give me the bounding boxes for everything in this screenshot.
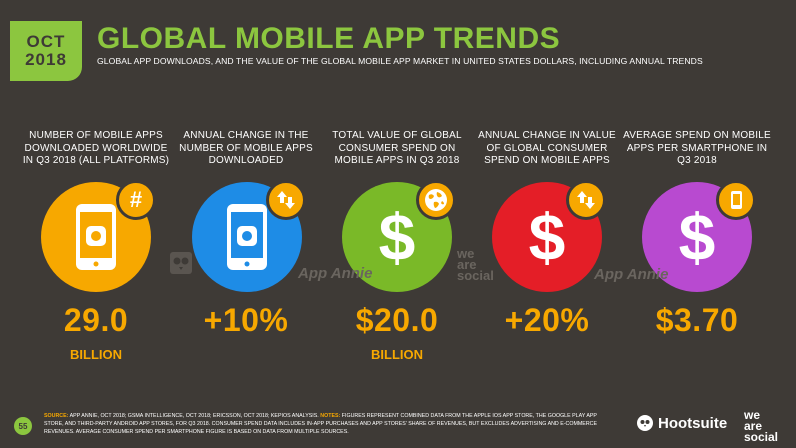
arrows-badge (566, 180, 606, 220)
stat-label: NUMBER OF MOBILE APPS DOWNLOADED WORLDWI… (22, 130, 170, 166)
date-month: OCT (26, 32, 66, 52)
hash-icon: # (129, 187, 143, 212)
svg-text:$: $ (529, 200, 566, 274)
hootsuite-logo: Hootsuite (636, 414, 727, 432)
spend-change-circle: $ (492, 182, 602, 292)
stat-label-spend: TOTAL VALUE OF GLOBAL CONSUMER SPEND ON … (322, 130, 472, 170)
stat-label: ANNUAL CHANGE IN VALUE OF GLOBAL CONSUME… (478, 130, 616, 166)
hootsuite-label: Hootsuite (658, 414, 728, 432)
stat-value-per-phone: $3.70 (655, 302, 739, 338)
footer-notes: SOURCE: APP ANNIE, OCT 2018; GSMA INTELL… (44, 412, 614, 436)
stat-unit-downloads: BILLION (70, 347, 122, 362)
owl-watermark-icon (170, 252, 192, 274)
notes-text: FIGURES REPRESENT COMBINED DATA FROM THE… (44, 413, 598, 435)
up-down-arrows-icon (277, 191, 295, 209)
stat-label-downloads: NUMBER OF MOBILE APPS DOWNLOADED WORLDWI… (21, 130, 171, 170)
globe-icon (425, 189, 447, 211)
we-label: we (744, 408, 761, 422)
hootsuite-owl-icon (637, 415, 653, 431)
page-title: GLOBAL MOBILE APP TRENDS (97, 22, 561, 55)
stat-value-downloads-change: +10% (203, 302, 289, 338)
stat-label: TOTAL VALUE OF GLOBAL CONSUMER SPEND ON … (332, 130, 462, 166)
smartphone-app-icon (227, 204, 267, 270)
source-label: SOURCE: (44, 413, 69, 419)
smartphone-app-icon (76, 204, 116, 270)
smartphone-icon (731, 191, 742, 209)
page-subtitle: GLOBAL APP DOWNLOADS, AND THE VALUE OF T… (97, 56, 703, 66)
svg-text:$: $ (679, 200, 716, 274)
app-annie-watermark: App Annie (298, 265, 373, 282)
page-number: 55 (14, 417, 32, 435)
stat-label-per-phone: AVERAGE SPEND ON MOBILE APPS PER SMARTPH… (622, 130, 772, 170)
source-text: APP ANNIE, OCT 2018; GSMA INTELLIGENCE, … (69, 413, 319, 419)
stat-label: ANNUAL CHANGE IN THE NUMBER OF MOBILE AP… (179, 130, 313, 166)
stat-value-spend-change: +20% (504, 302, 590, 338)
notes-label: NOTES: (320, 413, 341, 419)
date-badge: OCT 2018 (10, 21, 82, 81)
app-annie-watermark-2: App Annie (594, 266, 669, 283)
dollar-icon: $ (679, 200, 716, 274)
we-are-social-watermark: we are social (457, 246, 494, 283)
dollar-icon: $ (529, 200, 566, 274)
date-year: 2018 (25, 50, 67, 69)
hash-badge: # (116, 180, 156, 220)
stat-value-downloads: 29.0 (63, 302, 129, 338)
dollar-icon: $ (379, 200, 416, 274)
arrows-badge (266, 180, 306, 220)
stat-value-spend: $20.0 (355, 302, 439, 338)
stat-label-downloads-change: ANNUAL CHANGE IN THE NUMBER OF MOBILE AP… (171, 130, 321, 170)
social-label: social (744, 430, 779, 444)
svg-text:$: $ (379, 200, 416, 274)
up-down-arrows-icon (577, 191, 595, 209)
stat-label: AVERAGE SPEND ON MOBILE APPS PER SMARTPH… (623, 130, 771, 166)
we-are-social-logo: we are social (744, 408, 779, 444)
stat-label-spend-change: ANNUAL CHANGE IN VALUE OF GLOBAL CONSUME… (472, 130, 622, 170)
globe-badge (416, 180, 456, 220)
stat-unit-spend: BILLION (371, 347, 423, 362)
smartphone-badge (716, 180, 756, 220)
are-label: are (744, 419, 763, 433)
